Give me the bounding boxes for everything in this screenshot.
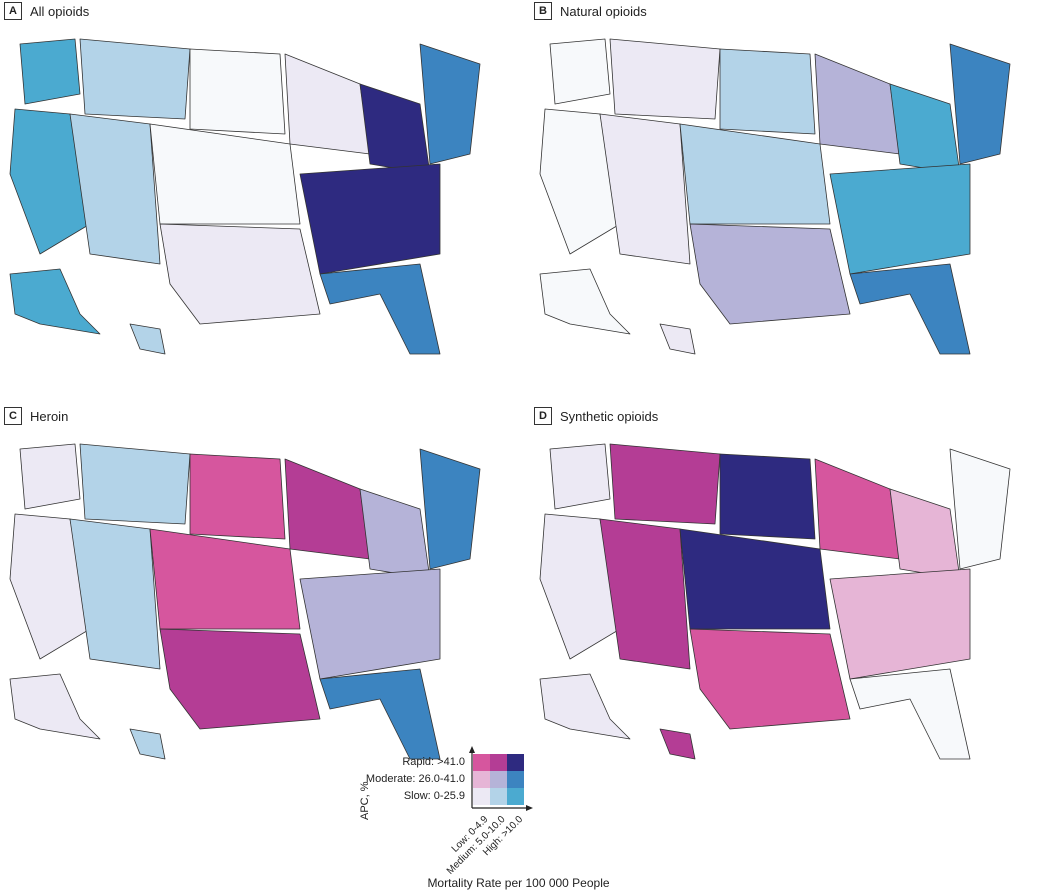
legend-cell-moderate-low <box>473 771 490 788</box>
panel-heroin: C Heroin <box>0 405 500 765</box>
panel-title: All opioids <box>30 3 90 19</box>
region-southwest <box>599 113 691 265</box>
region-northwest <box>609 443 721 525</box>
legend-row-rapid: Rapid: >41.0 <box>402 756 465 768</box>
region-northeast <box>419 448 481 570</box>
legend-cell-rapid-high <box>507 754 524 771</box>
region-alaska <box>539 673 631 740</box>
region-north-plains <box>189 48 286 135</box>
region-north-plains <box>719 453 816 540</box>
region-alaska <box>9 673 101 740</box>
region-southwest <box>599 518 691 670</box>
panel-letter: D <box>534 407 552 425</box>
region-midwest <box>814 53 901 155</box>
bivariate-legend: APC, % Rapid: >41.0 Moderate: 26.0-41.0 … <box>335 746 655 877</box>
us-map <box>9 443 481 760</box>
legend-cell-slow-medium <box>490 788 507 805</box>
region-great-lakes <box>359 83 431 175</box>
region-central <box>679 123 831 225</box>
legend-cell-moderate-high <box>507 771 524 788</box>
region-west-coast-north <box>549 38 611 105</box>
legend-y-label: APC, % <box>359 781 371 820</box>
panel-natural-opioids: B Natural opioids <box>530 0 1030 360</box>
panel-header: D Synthetic opioids <box>534 407 658 425</box>
us-map <box>539 38 1011 355</box>
legend-x-label: Mortality Rate per 100 000 People <box>427 876 610 890</box>
region-florida <box>849 668 971 760</box>
region-southwest <box>69 113 161 265</box>
region-northeast <box>949 448 1011 570</box>
region-midwest <box>284 458 371 560</box>
legend-cell-moderate-medium <box>490 771 507 788</box>
region-southeast <box>299 163 441 275</box>
region-southeast <box>829 568 971 680</box>
region-midwest <box>284 53 371 155</box>
region-great-lakes <box>889 83 961 175</box>
region-hawaii <box>659 728 696 760</box>
panel-synthetic-opioids: D Synthetic opioids <box>530 405 1030 765</box>
region-florida <box>319 263 441 355</box>
panel-title: Heroin <box>30 408 69 424</box>
region-northwest <box>79 443 191 525</box>
region-great-lakes <box>889 488 961 580</box>
panel-header: C Heroin <box>4 407 68 425</box>
region-south-central <box>159 223 321 325</box>
region-midwest <box>814 458 901 560</box>
region-north-plains <box>189 453 286 540</box>
panel-letter: A <box>4 2 22 20</box>
panel-letter: C <box>4 407 22 425</box>
region-florida <box>849 263 971 355</box>
region-southeast <box>299 568 441 680</box>
region-florida <box>319 668 441 760</box>
region-south-central <box>689 223 851 325</box>
panel-header: B Natural opioids <box>534 2 647 20</box>
us-map <box>539 443 1011 760</box>
region-alaska <box>9 268 101 335</box>
region-central <box>149 528 301 630</box>
region-california <box>9 108 91 255</box>
region-hawaii <box>129 323 166 355</box>
legend-axes <box>469 746 533 811</box>
panel-title: Natural opioids <box>560 3 647 19</box>
region-southeast <box>829 163 971 275</box>
region-california <box>539 513 621 660</box>
region-hawaii <box>659 323 696 355</box>
region-northwest <box>79 38 191 120</box>
legend-cell-slow-high <box>507 788 524 805</box>
region-great-lakes <box>359 488 431 580</box>
panel-header: A All opioids <box>4 2 89 20</box>
legend-cell-rapid-medium <box>490 754 507 771</box>
region-northeast <box>419 43 481 165</box>
region-california <box>9 513 91 660</box>
region-north-plains <box>719 48 816 135</box>
panel-title: Synthetic opioids <box>560 408 659 424</box>
panel-letter: B <box>534 2 552 20</box>
region-northwest <box>609 38 721 120</box>
region-south-central <box>159 628 321 730</box>
region-northeast <box>949 43 1011 165</box>
region-southwest <box>69 518 161 670</box>
panel-all-opioids: A All opioids <box>0 0 500 360</box>
region-hawaii <box>129 728 166 760</box>
legend-row-moderate: Moderate: 26.0-41.0 <box>365 773 465 785</box>
region-west-coast-north <box>19 38 81 105</box>
legend-cell-rapid-low <box>473 754 490 771</box>
region-alaska <box>539 268 631 335</box>
region-west-coast-north <box>549 443 611 510</box>
region-south-central <box>689 628 851 730</box>
region-west-coast-north <box>19 443 81 510</box>
region-california <box>539 108 621 255</box>
region-central <box>149 123 301 225</box>
us-map <box>9 38 481 355</box>
region-central <box>679 528 831 630</box>
legend-row-slow: Slow: 0-25.9 <box>403 790 465 802</box>
legend-cell-slow-low <box>473 788 490 805</box>
